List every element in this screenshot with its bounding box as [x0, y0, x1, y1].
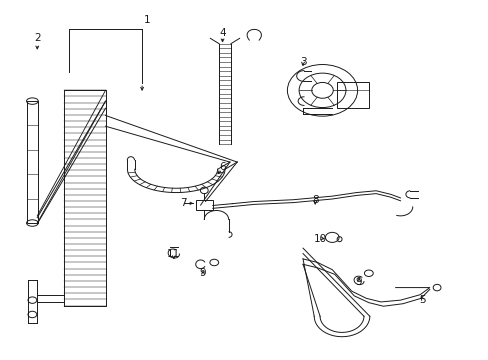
Text: 2: 2: [34, 33, 41, 43]
Text: 9: 9: [355, 277, 362, 287]
Text: 11: 11: [167, 248, 180, 258]
Text: 4: 4: [219, 28, 225, 38]
Text: 1: 1: [143, 15, 150, 26]
Text: 6: 6: [219, 162, 225, 172]
Bar: [336, 82, 368, 108]
Text: 7: 7: [180, 198, 186, 208]
Text: 9: 9: [199, 268, 206, 278]
Text: 3: 3: [299, 57, 305, 67]
Text: 10: 10: [313, 234, 326, 244]
Text: 5: 5: [418, 295, 425, 305]
Bar: [195, 201, 212, 211]
Bar: [26, 101, 38, 223]
Text: 8: 8: [311, 195, 318, 205]
